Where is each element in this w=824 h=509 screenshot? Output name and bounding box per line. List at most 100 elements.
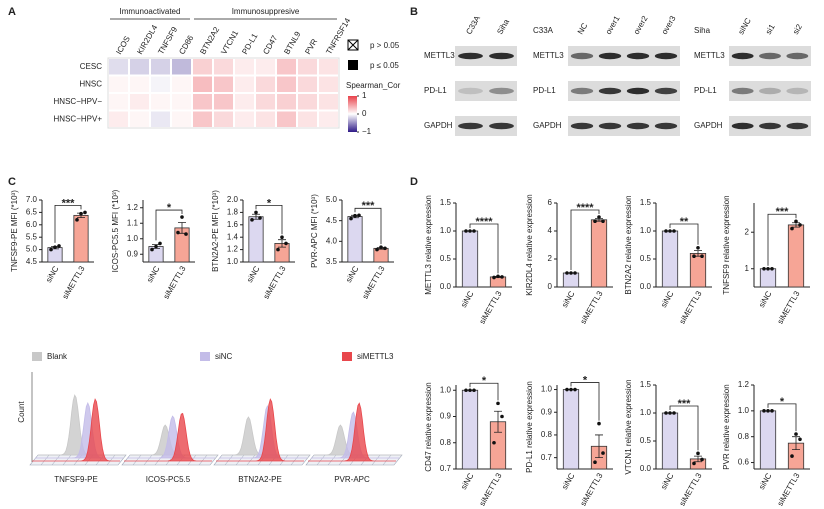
y-axis-label: VTCN1 relative expression [624, 379, 633, 474]
lane-label: si1 [764, 22, 777, 36]
lane-label: siNC [736, 16, 753, 36]
error-bar [694, 455, 702, 463]
flow-histogram [32, 398, 120, 462]
flow-floor-grid [62, 454, 72, 466]
y-tick-label: 0.6 [738, 458, 750, 467]
y-axis-label: Count [17, 401, 26, 423]
data-point [664, 411, 668, 415]
data-point [464, 388, 468, 393]
heatmap-cell [277, 59, 296, 75]
flow-floor-grid [246, 454, 256, 466]
flow-floor-grid [132, 454, 142, 466]
blot-band [626, 87, 650, 95]
heatmap-cell [214, 76, 233, 92]
cross-box [299, 95, 316, 108]
data-point [700, 254, 704, 258]
y-tick-label: 0 [548, 282, 553, 291]
y-axis-label: PVR relative expression [722, 384, 731, 469]
data-point [597, 421, 601, 426]
blot-band [759, 52, 781, 60]
y-axis-label: CD47 relative expression [424, 382, 433, 471]
blot-band [786, 52, 809, 60]
data-point [762, 266, 766, 271]
significance-bracket [469, 223, 499, 274]
data-point [770, 409, 774, 413]
heatmap-cell [214, 59, 233, 75]
y-tick-label: 4.5 [326, 216, 338, 225]
heatmap-cell [298, 76, 317, 92]
cross [299, 95, 316, 108]
y-tick-label: 0.5 [640, 436, 652, 445]
significance-bracket [255, 205, 283, 235]
data-point [250, 218, 254, 222]
data-point [496, 401, 500, 406]
cross [131, 113, 148, 126]
data-point [75, 218, 79, 222]
x-tick-label: siNC [344, 264, 361, 284]
blot-cell-line: Siha [694, 26, 711, 35]
blot-row-label: PD-L1 [424, 86, 447, 95]
cross-lines [173, 95, 190, 108]
significance-label: * [780, 396, 785, 408]
flow-panel-label: PVR-APC [334, 475, 370, 484]
y-tick-label: 4.0 [326, 236, 338, 245]
y-tick-label: 0.8 [738, 432, 750, 441]
blot-membrane [568, 46, 680, 66]
error-bar [278, 239, 286, 248]
bar [562, 272, 580, 288]
data-point [573, 271, 577, 275]
blot-band [731, 122, 754, 130]
y-axis-label: KIR2DL4 relative expression [525, 194, 534, 295]
blot-membrane [455, 81, 517, 101]
blot-cell-line: C33A [533, 26, 554, 35]
x-tick-label: siNC [245, 264, 262, 284]
y-axis-label: TNFSF9 relative expression [722, 195, 731, 294]
data-point [700, 457, 704, 462]
flow-histogram [219, 405, 307, 459]
significance-bracket [669, 405, 699, 451]
y-tick-label: 1 [745, 264, 750, 273]
heatmap-cell [193, 59, 212, 75]
heatmap-cell [151, 59, 170, 75]
blot-band [598, 87, 622, 95]
colorbar-title: Spearman_Cor [346, 81, 401, 90]
blot-band [489, 122, 514, 130]
blot-band [654, 87, 678, 95]
data-point [766, 266, 770, 271]
y-tick-label: 4.5 [26, 257, 38, 266]
blot-band [626, 122, 650, 130]
column-group-label: Immunosuppresive [232, 7, 300, 16]
significance-label: * [267, 197, 272, 209]
y-tick-label: 0.0 [640, 282, 652, 291]
heatmap-cell [319, 76, 338, 92]
x-tick-label: siNC [659, 471, 676, 491]
column-label: TNFSF9 [156, 25, 179, 56]
data-point [593, 460, 597, 464]
flow-floor-grid [290, 454, 300, 466]
data-point [280, 235, 284, 239]
column-label: CD86 [177, 33, 195, 56]
cross [278, 113, 295, 126]
y-tick-label: 1.2 [738, 380, 750, 389]
y-tick-label: 0.9 [127, 249, 139, 258]
x-tick-label: siMETTL3 [776, 471, 802, 508]
cross-lines [194, 113, 211, 126]
y-tick-label: 1.2 [127, 203, 139, 212]
y-tick-label: 1.0 [738, 406, 750, 415]
heatmap-cell [109, 76, 128, 92]
flow-floor-grid [143, 454, 153, 466]
column-label: BTN2A2 [198, 25, 221, 56]
blot-band [458, 87, 483, 95]
cross-lines [173, 113, 190, 126]
data-point [468, 388, 472, 393]
bar [787, 224, 805, 288]
heatmap-frame [107, 57, 340, 129]
data-point [468, 229, 472, 233]
column-label: CD47 [261, 33, 279, 56]
cross-box [173, 95, 190, 108]
y-tick-label: 1.0 [440, 226, 452, 235]
flow-floor-grid [279, 454, 289, 466]
significance-label: * [482, 375, 487, 387]
x-tick-label: siMETTL3 [478, 289, 504, 326]
data-point [492, 440, 496, 445]
